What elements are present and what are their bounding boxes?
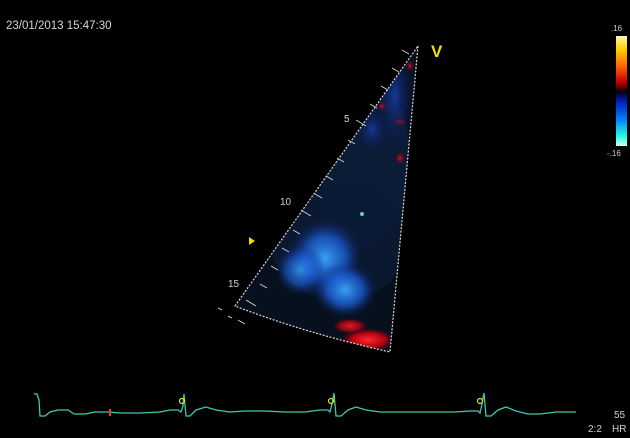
heart-rate-value: 55 (614, 410, 626, 421)
doppler-red-spot (392, 117, 408, 127)
doppler-blue-region (354, 105, 390, 155)
ecg-trace (34, 392, 576, 417)
timestamp: 23/01/2013 15:47:30 (6, 20, 112, 32)
depth-label-5: 5 (344, 114, 350, 125)
sector-outline (234, 43, 419, 353)
ecg-marker-red (109, 409, 111, 416)
doppler-blue-jet (275, 244, 325, 296)
doppler-red-spot (405, 59, 415, 73)
doppler-cyan-speck (360, 212, 364, 216)
color-scale-max: .16 (611, 24, 623, 33)
depth-ticks (237, 49, 410, 325)
ecg-marker-yellow (327, 397, 335, 405)
color-scale-min: -.16 (607, 149, 621, 158)
ecg-marker-yellow (178, 397, 186, 405)
doppler-blue-jet (313, 262, 377, 318)
doppler-red-spot (377, 100, 387, 112)
color-velocity-bar (616, 36, 627, 146)
ecg-marker-yellow (476, 397, 484, 405)
depth-label-10: 10 (280, 197, 292, 208)
heart-rate-label: HR (612, 424, 627, 435)
depth-label-15: 15 (228, 279, 240, 290)
doppler-red-spot (394, 150, 406, 166)
depth-dashes (217, 307, 233, 319)
orientation-marker: V (431, 42, 443, 61)
frame-ratio: 2:2 (588, 424, 602, 435)
focus-marker (249, 237, 255, 245)
doppler-red-jet (332, 318, 368, 334)
